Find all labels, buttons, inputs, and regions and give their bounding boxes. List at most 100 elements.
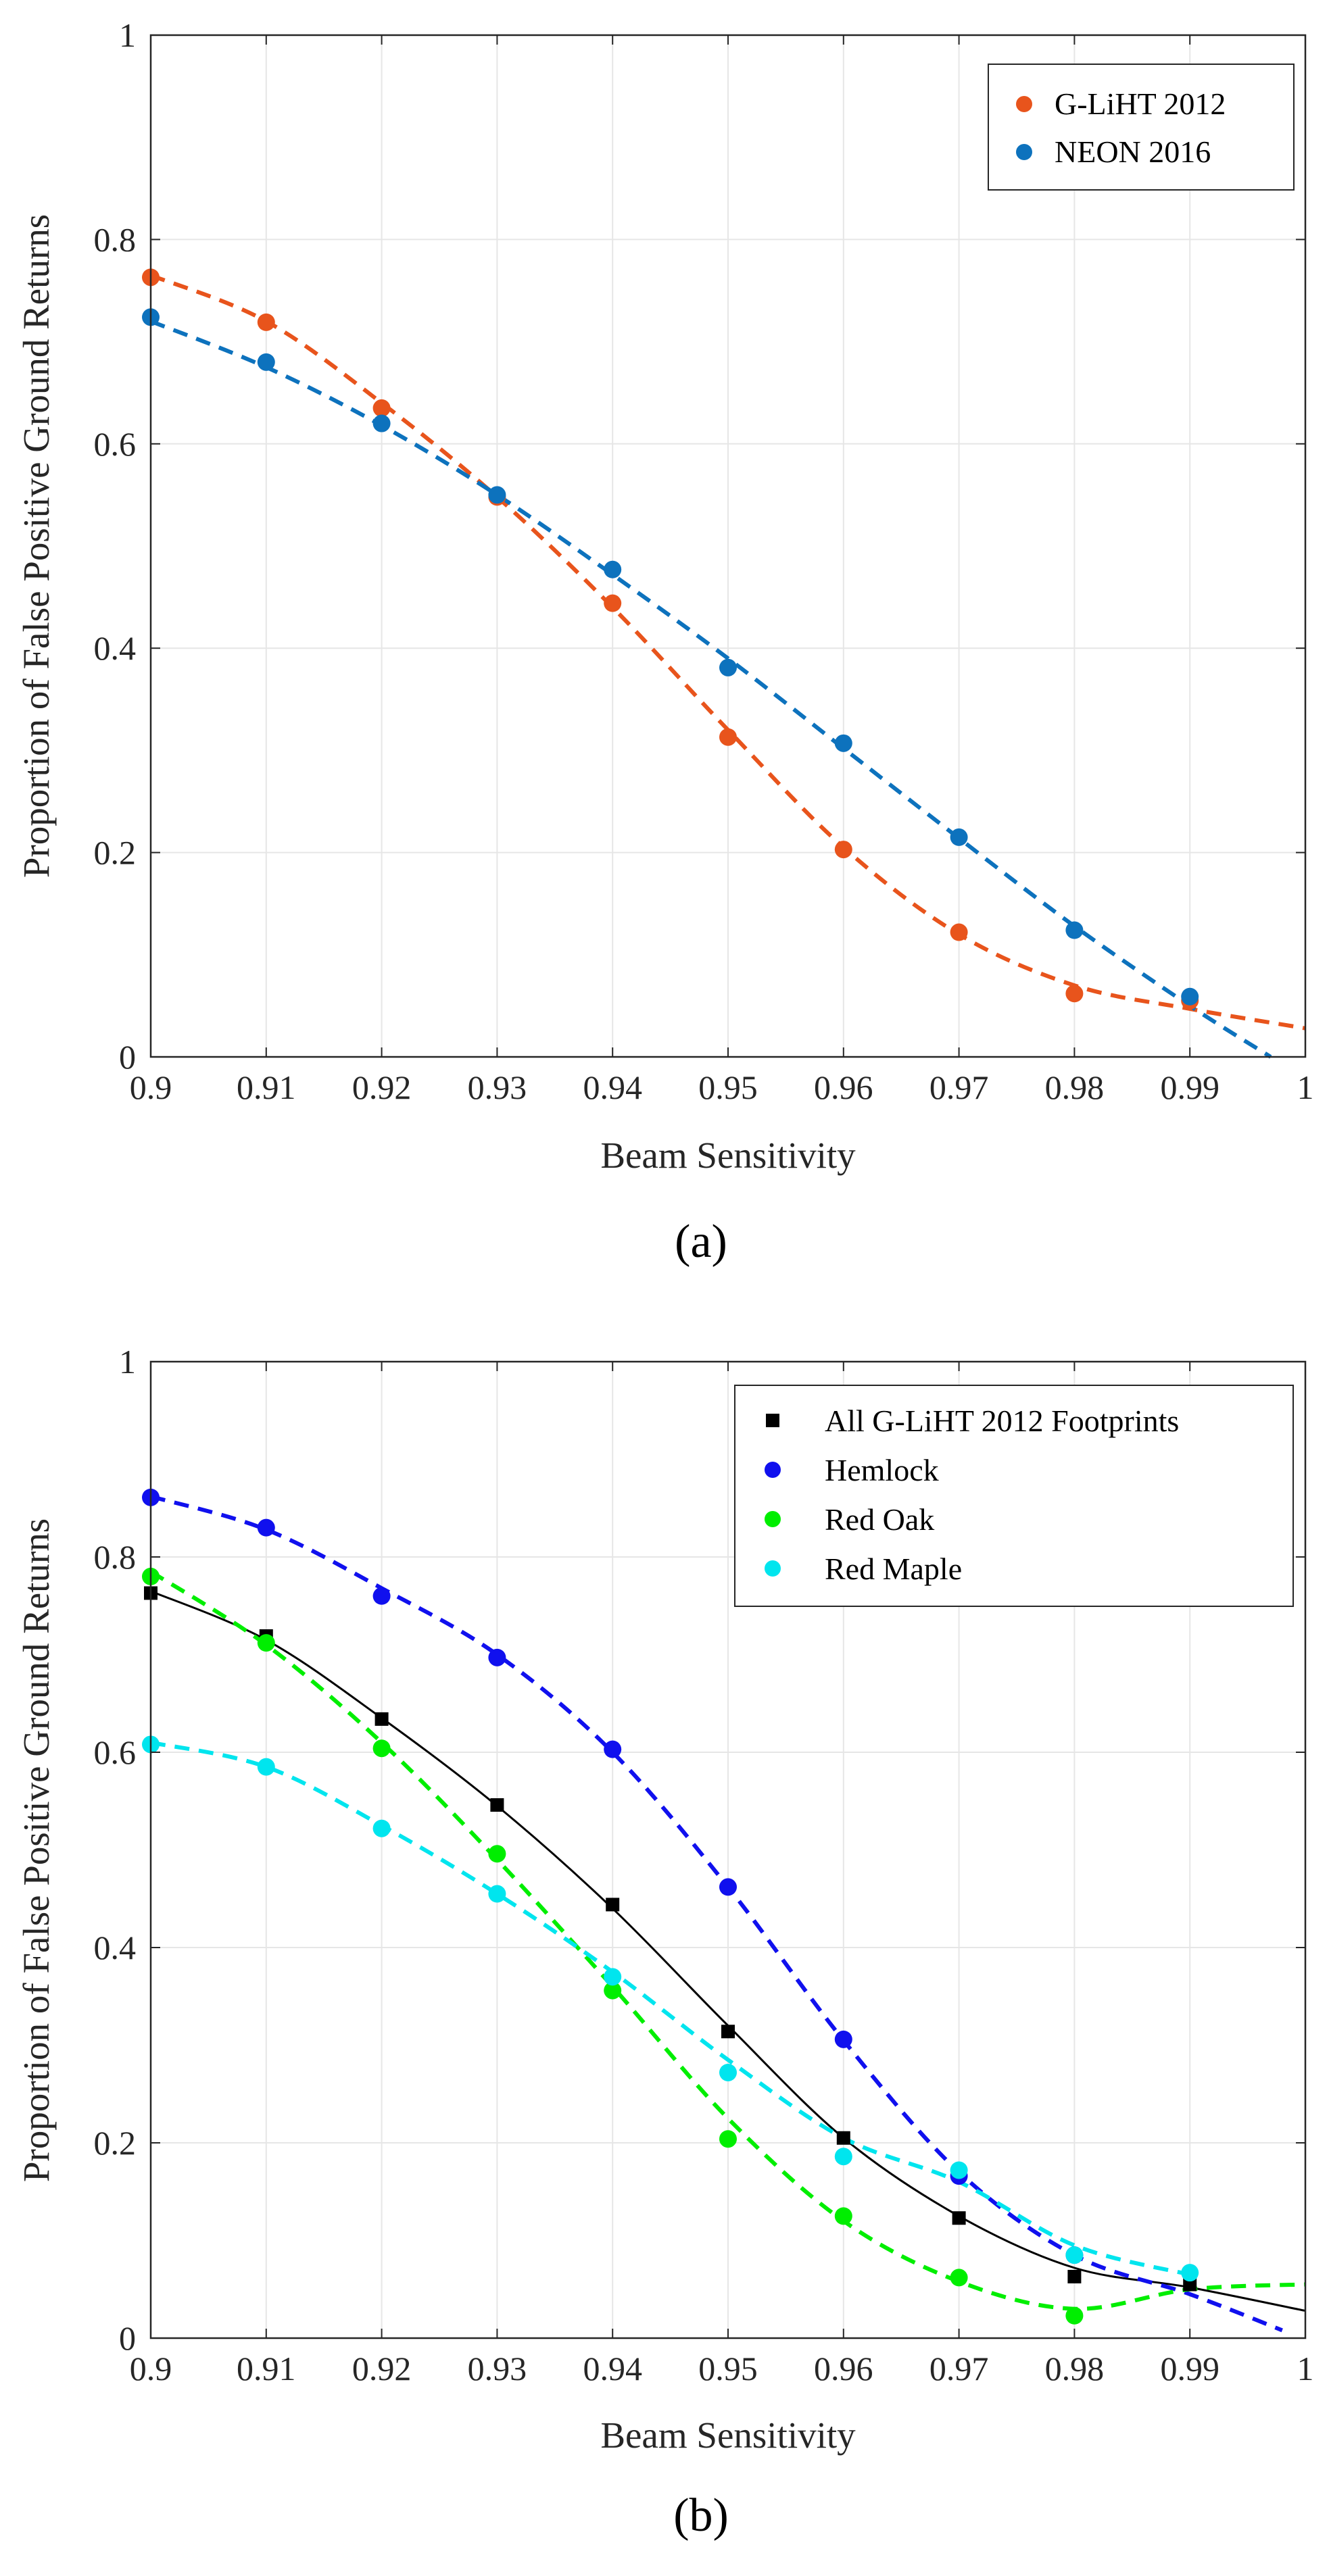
data-point-neon-2016 bbox=[372, 414, 391, 432]
panel-a-x-tick-label: 0.95 bbox=[698, 1068, 758, 1106]
data-point-neon-2016 bbox=[834, 734, 852, 752]
legend-marker-hemlock bbox=[765, 1462, 781, 1478]
data-point-g-liht-2012 bbox=[1065, 985, 1084, 1003]
panel-a-x-tick-label: 1 bbox=[1297, 1068, 1314, 1106]
panel-a-x-tick-label: 0.97 bbox=[929, 1068, 989, 1106]
panel-b-x-axis-label: Beam Sensitivity bbox=[600, 2414, 856, 2456]
data-point-all-g-liht-2012-footprints bbox=[952, 2211, 966, 2225]
data-point-red-oak bbox=[372, 1739, 391, 1758]
data-point-neon-2016 bbox=[257, 353, 275, 371]
panel-b-caption: (b) bbox=[673, 2490, 729, 2542]
panel-b-x-tick-label: 1 bbox=[1297, 2350, 1314, 2387]
data-point-red-maple bbox=[488, 1885, 506, 1903]
legend-marker-g-liht-2012 bbox=[1016, 96, 1032, 112]
legend-marker-red-oak bbox=[765, 1511, 781, 1527]
data-point-g-liht-2012 bbox=[950, 923, 968, 941]
panel-b-legend: All G-LiHT 2012 Footprints Hemlock Red O… bbox=[734, 1385, 1294, 1607]
panel-b-x-tick-label: 0.98 bbox=[1045, 2350, 1105, 2387]
fit-line-neon-2016 bbox=[149, 319, 1272, 1059]
legend-label-red-oak: Red Oak bbox=[825, 1502, 934, 1537]
data-point-red-maple bbox=[834, 2148, 852, 2166]
panel-a-x-tick-label: 0.91 bbox=[237, 1068, 296, 1106]
panel-a-x-tick-label: 0.98 bbox=[1045, 1068, 1105, 1106]
data-point-g-liht-2012 bbox=[604, 594, 622, 612]
data-point-red-oak bbox=[1065, 2306, 1084, 2325]
panel-b-x-tick-label: 0.96 bbox=[814, 2350, 873, 2387]
data-point-all-g-liht-2012-footprints bbox=[721, 2025, 735, 2039]
panel-b-y-tick-label: 0 bbox=[119, 2319, 136, 2357]
panel-b-x-tick-label: 0.91 bbox=[237, 2350, 296, 2387]
panel-a-x-tick-label: 0.94 bbox=[583, 1068, 642, 1106]
panel-b-y-tick-label: 1 bbox=[119, 1343, 136, 1381]
panel-b-ticks: 0.9 0.91 0.92 0.93 0.94 0.95 0.96 0.97 0.98 0.99 1… bbox=[94, 1343, 1314, 2387]
data-point-all-g-liht-2012-footprints bbox=[1183, 2277, 1197, 2292]
panel-b-x-tick-label: 0.94 bbox=[583, 2350, 642, 2387]
data-point-red-oak bbox=[257, 1634, 275, 1652]
data-point-neon-2016 bbox=[950, 828, 968, 846]
panel-a-x-tick-label: 0.9 bbox=[130, 1068, 172, 1106]
panel-a-legend-box bbox=[988, 64, 1295, 191]
data-point-all-g-liht-2012-footprints bbox=[490, 1798, 504, 1812]
data-point-hemlock bbox=[604, 1740, 622, 1758]
data-point-all-g-liht-2012-footprints bbox=[374, 1712, 389, 1726]
panel-a-x-tick-label: 0.92 bbox=[352, 1068, 412, 1106]
data-point-hemlock bbox=[372, 1587, 391, 1605]
panel-b-x-tick-label: 0.99 bbox=[1160, 2350, 1219, 2387]
panel-a-x-axis-label: Beam Sensitivity bbox=[600, 1135, 856, 1176]
legend-marker-all-g-liht-2012-footprints bbox=[766, 1414, 779, 1427]
legend-marker-red-maple bbox=[765, 1560, 781, 1577]
data-point-g-liht-2012 bbox=[257, 313, 275, 331]
panel-b: 0.9 0.91 0.92 0.93 0.94 0.95 0.96 0.97 0.98 0.99 1… bbox=[16, 1343, 1314, 2542]
data-point-red-maple bbox=[257, 1758, 275, 1776]
data-point-g-liht-2012 bbox=[834, 841, 852, 859]
panel-a-caption: (a) bbox=[675, 1216, 727, 1268]
data-point-red-maple bbox=[604, 1968, 622, 1986]
panel-a-x-tick-label: 0.93 bbox=[468, 1068, 527, 1106]
data-point-red-maple bbox=[1065, 2246, 1084, 2264]
panel-a-legend: G-LiHT 2012 NEON 2016 bbox=[988, 64, 1295, 191]
data-point-red-maple bbox=[372, 1819, 391, 1837]
data-point-g-liht-2012 bbox=[719, 728, 737, 746]
data-point-neon-2016 bbox=[719, 658, 737, 676]
panel-a-x-tick-label: 0.96 bbox=[814, 1068, 873, 1106]
panel-b-y-tick-label: 0.4 bbox=[94, 1929, 137, 1966]
panel-b-x-tick-label: 0.97 bbox=[929, 2350, 989, 2387]
panel-a-y-tick-label: 1 bbox=[119, 16, 136, 54]
panel-a: 0.9 0.91 0.92 0.93 0.94 0.95 0.96 0.97 0.98 0.99 1… bbox=[16, 16, 1314, 1268]
panel-b-y-tick-label: 0.6 bbox=[94, 1733, 137, 1771]
panel-a-y-tick-label: 0.4 bbox=[94, 629, 137, 667]
data-point-red-maple bbox=[719, 2063, 737, 2081]
data-point-neon-2016 bbox=[1181, 987, 1199, 1006]
panel-b-x-tick-label: 0.93 bbox=[468, 2350, 527, 2387]
data-point-all-g-liht-2012-footprints bbox=[1067, 2269, 1082, 2283]
data-point-neon-2016 bbox=[1065, 921, 1084, 939]
data-point-red-oak bbox=[719, 2130, 737, 2148]
legend-label-all-g-liht-2012-footprints: All G-LiHT 2012 Footprints bbox=[825, 1404, 1179, 1438]
data-point-all-g-liht-2012-footprints bbox=[606, 1898, 620, 1912]
panel-b-y-tick-label: 0.8 bbox=[94, 1538, 137, 1576]
data-point-red-oak bbox=[834, 2207, 852, 2225]
panel-a-fit-lines bbox=[149, 273, 1306, 1059]
panel-a-y-tick-label: 0 bbox=[119, 1038, 136, 1076]
panel-a-y-axis-label: Proportion of False Positive Ground Retu… bbox=[16, 214, 57, 878]
fit-line-all-g-liht-2012-footprints bbox=[150, 1590, 1306, 2312]
panel-b-legend-box bbox=[734, 1385, 1294, 1607]
legend-label-red-maple: Red Maple bbox=[825, 1552, 962, 1586]
panel-a-y-tick-label: 0.8 bbox=[94, 220, 137, 258]
data-point-neon-2016 bbox=[604, 560, 622, 578]
data-point-red-maple bbox=[950, 2161, 968, 2179]
data-point-neon-2016 bbox=[488, 486, 506, 504]
data-point-red-maple bbox=[1181, 2264, 1199, 2282]
data-point-hemlock bbox=[488, 1648, 506, 1666]
panel-b-y-tick-label: 0.2 bbox=[94, 2124, 137, 2162]
data-point-hemlock bbox=[834, 2030, 852, 2048]
panel-a-y-tick-label: 0.6 bbox=[94, 425, 137, 463]
data-point-hemlock bbox=[257, 1518, 275, 1537]
panel-a-x-tick-label: 0.99 bbox=[1160, 1068, 1219, 1106]
data-point-g-liht-2012 bbox=[372, 399, 391, 417]
panel-b-y-axis-label: Proportion of False Positive Ground Retu… bbox=[16, 1518, 57, 2182]
panel-b-x-tick-label: 0.9 bbox=[130, 2350, 172, 2387]
legend-label-g-liht-2012: G-LiHT 2012 bbox=[1055, 86, 1226, 121]
panel-a-y-tick-label: 0.2 bbox=[94, 834, 137, 872]
